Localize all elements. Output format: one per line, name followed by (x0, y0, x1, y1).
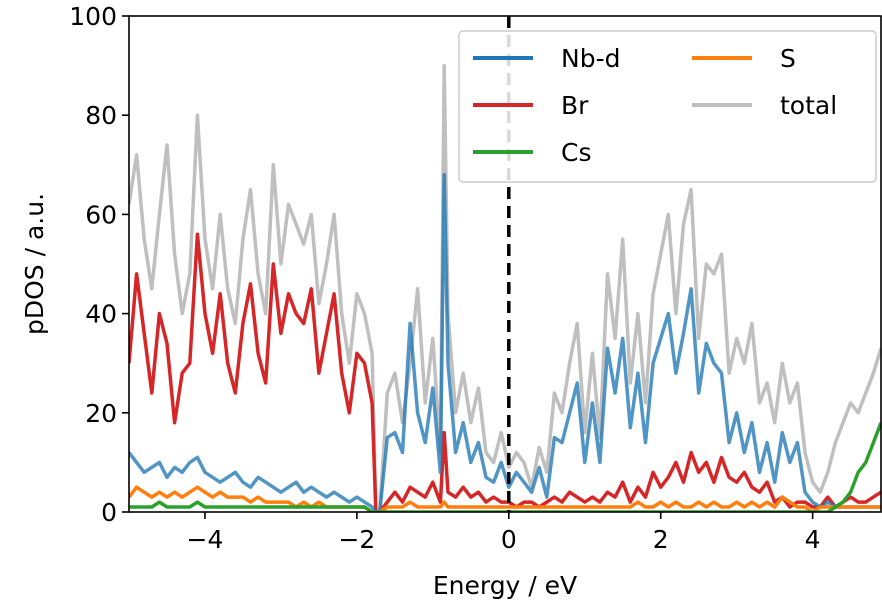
y-tick-label: 80 (85, 101, 117, 130)
legend-label: Nb-d (561, 44, 620, 73)
legend-label: Br (561, 91, 589, 120)
series-line-cs (129, 422, 881, 512)
y-tick-label: 100 (69, 2, 117, 31)
legend-label: total (780, 91, 837, 120)
legend-box (458, 30, 877, 183)
x-tick-label: −2 (338, 525, 375, 554)
legend-label: Cs (561, 138, 591, 167)
y-tick-label: 40 (85, 300, 117, 329)
y-axis-label: pDOS / a.u. (20, 193, 49, 335)
series-layer (129, 63, 881, 512)
plot-frame (128, 15, 882, 513)
series-line-total (129, 63, 881, 512)
series-line-nb-d (129, 172, 881, 512)
series-line-s (129, 485, 881, 512)
x-tick-label: 4 (805, 525, 821, 554)
x-tick-label: −4 (187, 525, 224, 554)
y-tick-label: 0 (101, 498, 117, 527)
y-tick-label: 20 (85, 399, 117, 428)
y-tick-label: 60 (85, 200, 117, 229)
series-line-br (129, 232, 881, 512)
x-axis-label: Energy / eV (433, 571, 577, 600)
legend-label: S (780, 44, 796, 73)
x-tick-label: 0 (501, 525, 517, 554)
x-tick-label: 2 (653, 525, 669, 554)
